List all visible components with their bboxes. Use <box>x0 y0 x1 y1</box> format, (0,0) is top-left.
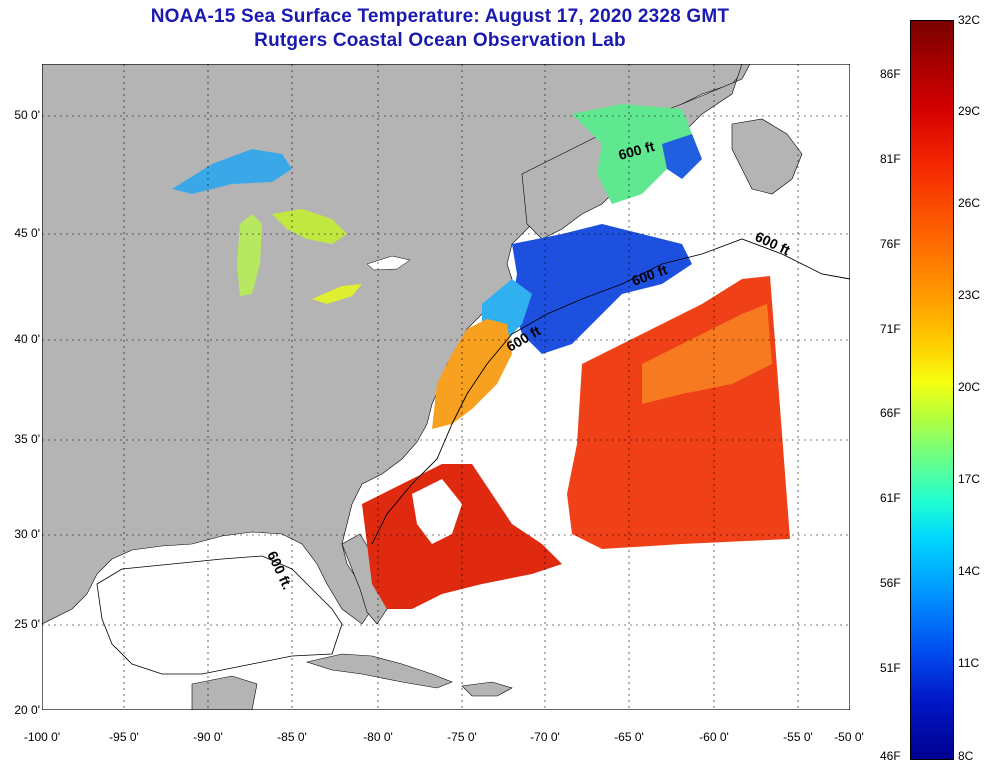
lon-label-85: -85 0' <box>277 730 307 744</box>
colorbar-c-label: 20C <box>958 380 981 394</box>
sst-sargasso-orange-band <box>642 304 772 404</box>
contour-600ft-atlantic <box>371 238 850 545</box>
colorbar-f-label: 76F <box>880 237 901 251</box>
colorbar-f-label: 66F <box>880 406 901 420</box>
sst-gulf-st-lawrence <box>572 104 692 204</box>
colorbar-f-label: 86F <box>880 67 901 81</box>
gulf-of-mexico-contour <box>96 555 343 675</box>
lat-label-35: 35 0' <box>14 432 40 446</box>
colorbar-c-label: 8C <box>958 749 974 763</box>
lon-label-75: -75 0' <box>447 730 477 744</box>
lon-label-100: -100 0' <box>23 730 61 744</box>
sst-lake-ontario <box>366 255 411 271</box>
land-florida <box>341 533 388 625</box>
sst-lake-huron <box>272 209 347 244</box>
lat-label-20: 20 0' <box>14 703 40 717</box>
lat-label-45: 45 0' <box>14 226 40 240</box>
sst-gulf-of-maine <box>512 224 692 354</box>
sst-gulf-st-lawrence-blue <box>662 134 702 179</box>
colorbar-f-label: 61F <box>880 491 901 505</box>
sst-southeast-us <box>362 464 562 609</box>
colorbar-f-label: 71F <box>880 322 901 336</box>
colorbar-f-label: 46F <box>880 749 901 763</box>
land-cuba <box>305 653 453 689</box>
lon-label-80: -80 0' <box>363 730 393 744</box>
lon-label-90: -90 0' <box>193 730 223 744</box>
sst-map-canvas: 600 ft. 600 ft 600 ft 600 ft 600 ft <box>42 64 850 710</box>
colorbar-c-label: 29C <box>958 104 981 118</box>
cloud-cover-mid <box>522 424 572 509</box>
map-subtitle: Rutgers Coastal Ocean Observation Lab <box>254 30 626 51</box>
colorbar-f-label: 56F <box>880 576 901 590</box>
lon-label-95: -95 0' <box>109 730 139 744</box>
lat-label-30: 30 0' <box>14 527 40 541</box>
land-newfoundland <box>731 118 803 195</box>
map-title: NOAA-15 Sea Surface Temperature: August … <box>150 6 730 27</box>
lon-label-65: -65 0' <box>614 730 644 744</box>
colorbar-f-label: 51F <box>880 661 901 675</box>
land-hispaniola <box>461 681 513 697</box>
colorbar-f-label: 81F <box>880 152 901 166</box>
sst-lake-michigan <box>237 214 262 296</box>
lat-label-50: 50 0' <box>14 108 40 122</box>
sst-mid-atlantic <box>432 319 512 429</box>
temperature-colorbar <box>910 20 954 760</box>
cloud-cover-south <box>412 479 462 544</box>
lon-label-60: -60 0' <box>699 730 729 744</box>
colorbar-c-label: 11C <box>958 656 980 670</box>
sst-lake-superior <box>172 149 292 194</box>
colorbar-c-label: 26C <box>958 196 981 210</box>
graticule <box>42 64 850 710</box>
sst-lake-erie <box>312 284 362 304</box>
lat-label-25: 25 0' <box>14 617 40 631</box>
colorbar-c-label: 17C <box>958 472 981 486</box>
colorbar-c-label: 14C <box>958 564 981 578</box>
colorbar-c-label: 32C <box>958 13 981 27</box>
lon-label-55: -55 0' <box>783 730 813 744</box>
colorbar-c-label: 23C <box>958 288 981 302</box>
lon-label-50: -50 0' <box>834 730 864 744</box>
lon-label-70: -70 0' <box>530 730 560 744</box>
lat-label-40: 40 0' <box>14 332 40 346</box>
sst-map: 600 ft. 600 ft 600 ft 600 ft 600 ft <box>42 64 850 710</box>
